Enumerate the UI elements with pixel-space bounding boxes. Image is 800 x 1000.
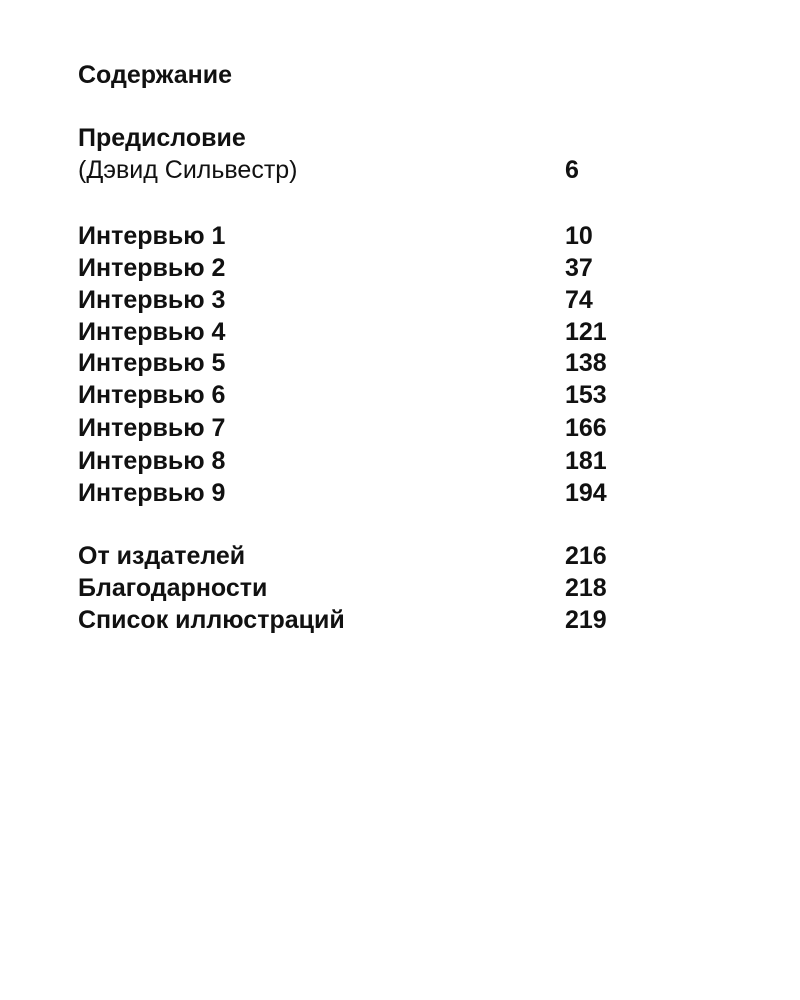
entry-page: 153 bbox=[565, 381, 607, 409]
entry-label: Интервью 2 bbox=[78, 254, 226, 282]
entry-page: 10 bbox=[565, 222, 593, 250]
toc-entry-interview: Интервью 6 153 bbox=[78, 379, 638, 411]
entry-label: От издателей bbox=[78, 542, 246, 570]
entry-page: 194 bbox=[565, 479, 607, 507]
entry-page: 74 bbox=[565, 286, 593, 314]
toc-entry-interview: Интервью 3 74 bbox=[78, 284, 638, 316]
entry-label: Интервью 7 bbox=[78, 414, 226, 442]
entry-label: Благодарности bbox=[78, 574, 268, 602]
page-title: Содержание bbox=[78, 61, 233, 89]
entry-page: 218 bbox=[565, 574, 607, 602]
entry-author: (Дэвид Сильвестр) bbox=[78, 156, 298, 184]
toc-entry-preface: Предисловие bbox=[78, 122, 638, 154]
toc-entry-interview: Интервью 1 10 bbox=[78, 220, 638, 252]
toc-entry-interview: Интервью 7 166 bbox=[78, 412, 638, 444]
toc-entry-interview: Интервью 4 121 bbox=[78, 316, 638, 348]
entry-page: 166 bbox=[565, 414, 607, 442]
entry-label: Интервью 8 bbox=[78, 447, 226, 475]
entry-label: Предисловие bbox=[78, 124, 246, 152]
entry-label: Интервью 3 bbox=[78, 286, 226, 314]
toc-entry-interview: Интервью 2 37 bbox=[78, 252, 638, 284]
toc-title: Содержание bbox=[78, 59, 638, 91]
entry-label: Интервью 5 bbox=[78, 349, 226, 377]
entry-page: 121 bbox=[565, 318, 607, 346]
toc-entry-interview: Интервью 5 138 bbox=[78, 347, 638, 379]
toc-entry-interview: Интервью 9 194 bbox=[78, 477, 638, 509]
entry-page: 219 bbox=[565, 606, 607, 634]
entry-page: 138 bbox=[565, 349, 607, 377]
toc-entry-preface-author: (Дэвид Сильвестр) 6 bbox=[78, 154, 638, 186]
entry-page: 181 bbox=[565, 447, 607, 475]
entry-label: Интервью 4 bbox=[78, 318, 226, 346]
entry-page: 37 bbox=[565, 254, 593, 282]
entry-page: 6 bbox=[565, 156, 579, 184]
entry-label: Интервью 6 bbox=[78, 381, 226, 409]
entry-label: Интервью 9 bbox=[78, 479, 226, 507]
toc-entry-interview: Интервью 8 181 bbox=[78, 445, 638, 477]
entry-label: Список иллюстраций bbox=[78, 606, 345, 634]
toc-entry-appendix: Благодарности 218 bbox=[78, 572, 638, 604]
toc-entry-appendix: От издателей 216 bbox=[78, 540, 638, 572]
toc-entry-appendix: Список иллюстраций 219 bbox=[78, 604, 638, 636]
entry-label: Интервью 1 bbox=[78, 222, 226, 250]
entry-page: 216 bbox=[565, 542, 607, 570]
